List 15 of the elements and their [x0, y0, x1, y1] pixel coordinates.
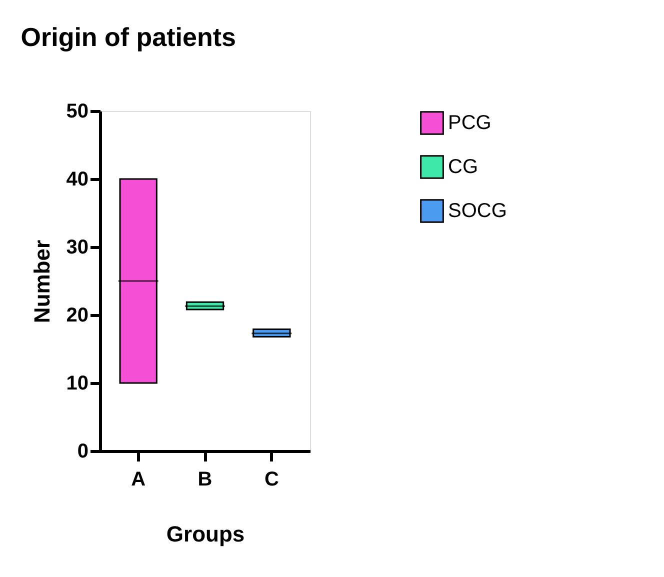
y-tick-label: 0 [77, 440, 88, 462]
y-tick-label: 40 [66, 168, 88, 190]
x-tick-label: B [198, 468, 212, 490]
legend-label: SOCG [448, 200, 507, 222]
y-tick-label: 30 [66, 236, 88, 258]
x-tick-label: A [131, 468, 146, 490]
y-tick-label: 20 [66, 304, 88, 326]
chart-title: Origin of patients [20, 22, 236, 52]
y-axis-title: Number [29, 240, 54, 324]
y-tick-label: 50 [66, 100, 88, 122]
legend-label: PCG [448, 112, 492, 134]
legend-label: CG [448, 156, 478, 178]
x-tick-label: C [264, 468, 279, 490]
y-tick-label: 10 [66, 372, 88, 394]
x-axis-title: Groups [166, 522, 245, 546]
